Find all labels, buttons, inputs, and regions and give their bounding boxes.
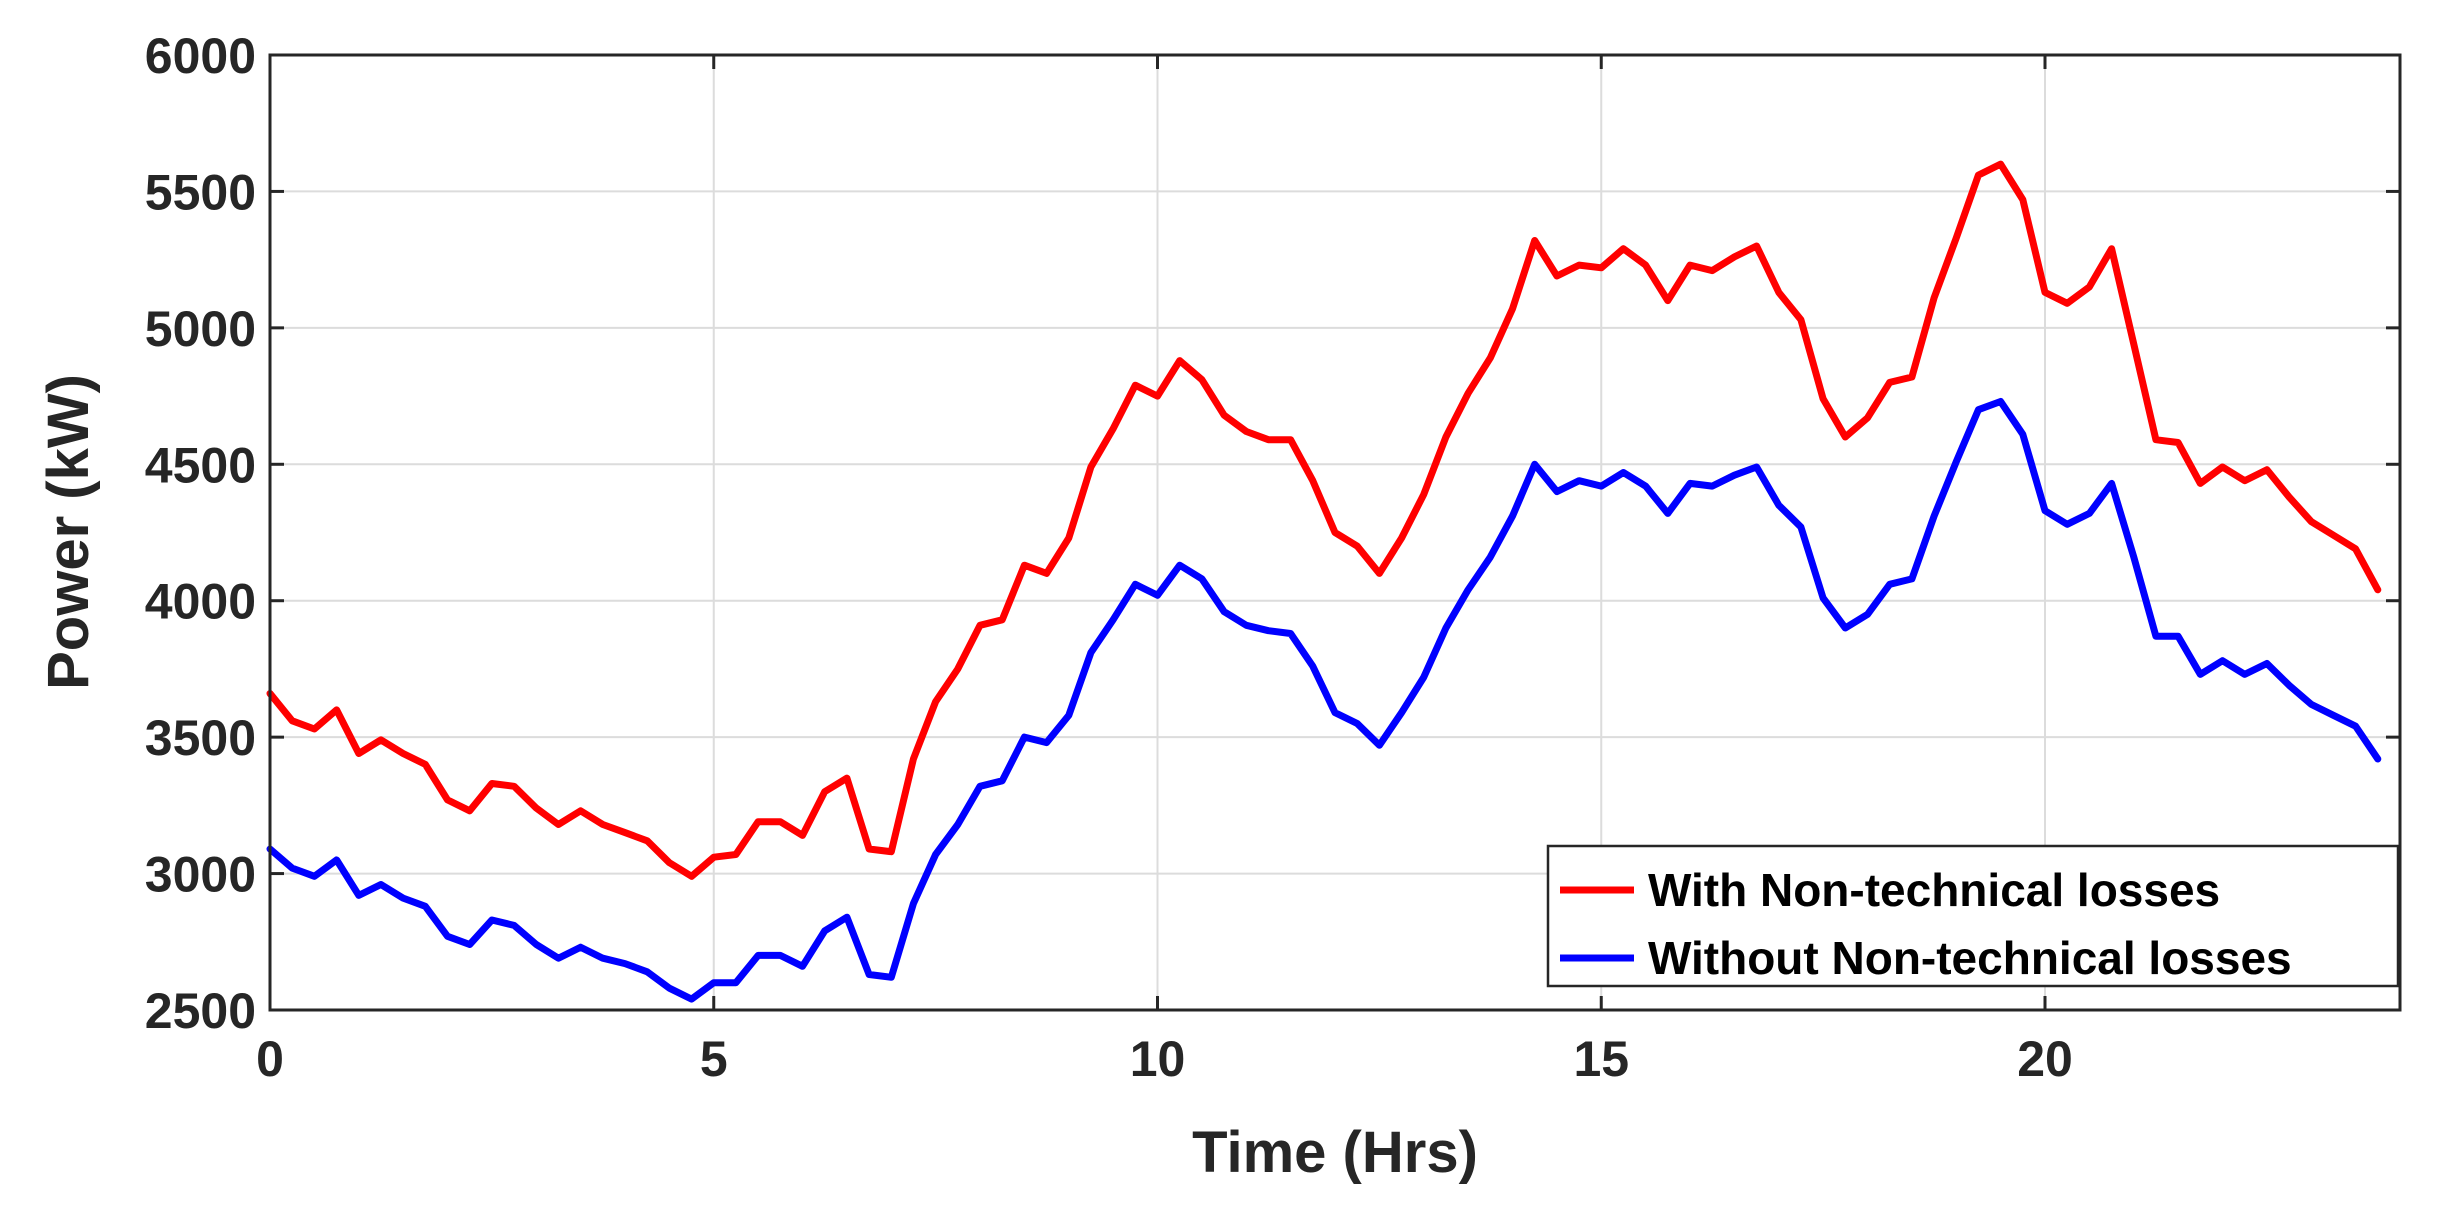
series-line-1 — [266, 160, 2382, 880]
y-tick-label: 4000 — [145, 574, 256, 630]
series-layer — [266, 160, 2382, 1003]
legend-label-1: With Non-technical losses — [1648, 864, 2220, 916]
grid-lines — [270, 55, 2400, 1010]
y-tick-label: 6000 — [145, 28, 256, 84]
legend: With Non-technical losses Without Non-tec… — [1546, 844, 2400, 988]
y-tick-label: 3500 — [145, 710, 256, 766]
y-tick-label: 2500 — [145, 983, 256, 1039]
legend-label-2: Without Non-technical losses — [1648, 932, 2292, 984]
x-tick-label: 20 — [2017, 1031, 2073, 1087]
y-tick-label: 3000 — [145, 847, 256, 903]
y-axis-label: Power (kW) — [36, 374, 101, 690]
y-tick-label: 5500 — [145, 164, 256, 220]
y-tick-label: 4500 — [145, 437, 256, 493]
x-tick-label: 15 — [1573, 1031, 1629, 1087]
legend-box — [1546, 844, 2400, 988]
series-line-2 — [266, 398, 2382, 1003]
x-axis-ticks: 0 5 10 15 20 — [256, 55, 2073, 1087]
x-tick-label: 10 — [1130, 1031, 1186, 1087]
y-tick-label: 5000 — [145, 301, 256, 357]
x-tick-label: 5 — [700, 1031, 728, 1087]
x-axis-label: Time (Hrs) — [1192, 1120, 1478, 1185]
y-axis-ticks: 2500 3000 3500 4000 4500 5000 5500 6000 — [145, 28, 2400, 1039]
x-tick-label: 0 — [256, 1031, 284, 1087]
plot-frame — [268, 53, 2402, 1012]
